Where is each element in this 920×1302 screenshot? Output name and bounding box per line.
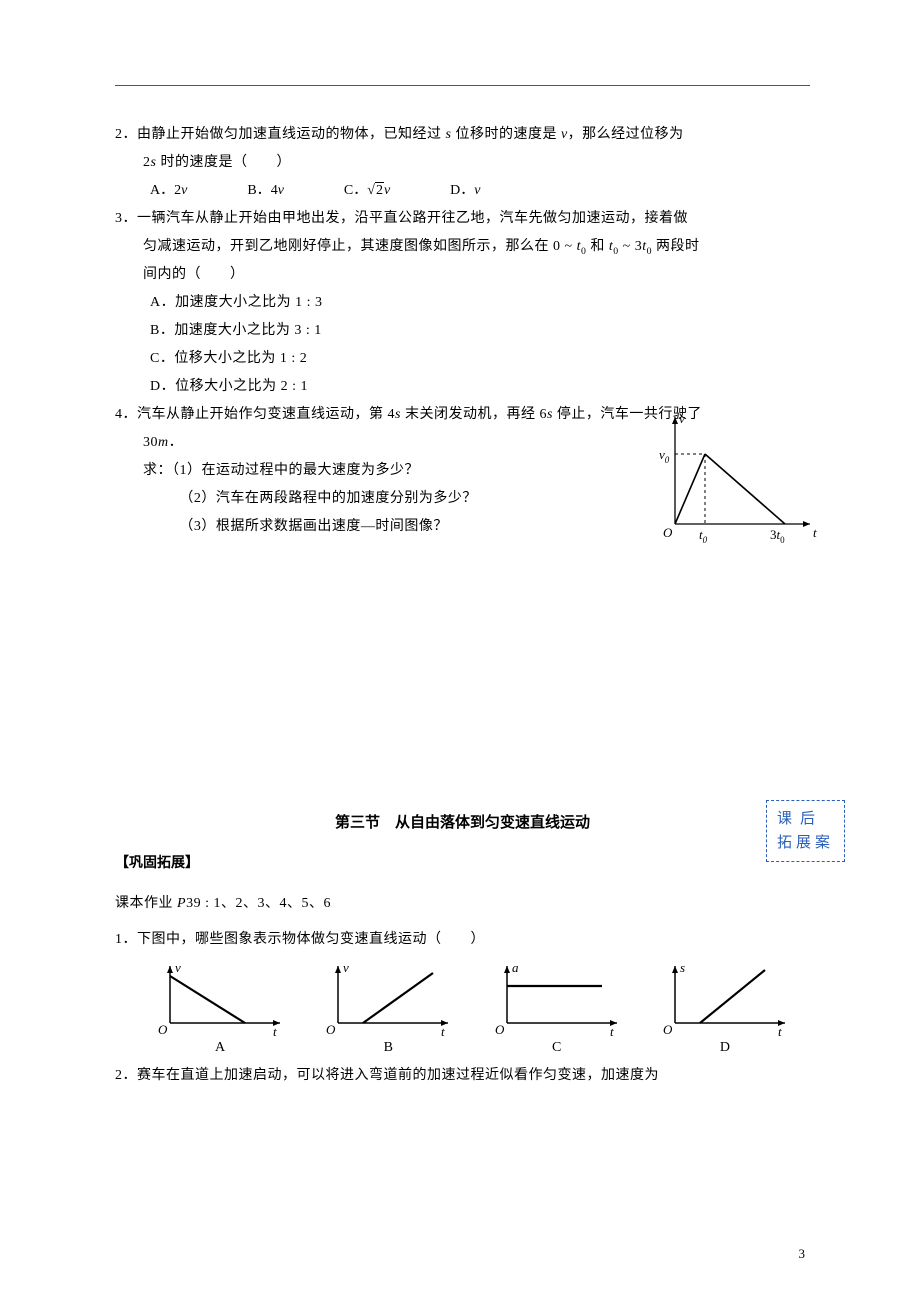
q2-c-pre: C． bbox=[344, 183, 367, 198]
mini-b-y: v bbox=[343, 960, 349, 975]
callout-line1: 课后 bbox=[777, 807, 834, 831]
homework-line: 课本作业 P39 : 1、2、3、4、5、6 bbox=[115, 890, 810, 918]
q4-30m: m bbox=[158, 435, 169, 450]
mini-c-x: t bbox=[610, 1024, 614, 1038]
q3-l2-t2: ~ bbox=[619, 239, 635, 254]
q2-options: A．2v B．4v C．√2v D．v bbox=[115, 177, 810, 205]
vt-origin: O bbox=[663, 525, 673, 540]
q3-l2-a: 匀减速运动，开到乙地刚好停止，其速度图像如图所示，那么在 bbox=[143, 239, 553, 254]
q2-b-var: v bbox=[278, 183, 284, 198]
q2-c-arg: 2 bbox=[375, 182, 384, 198]
q2-var-v: v bbox=[561, 127, 568, 142]
mini-d-o: O bbox=[663, 1022, 673, 1037]
mini-graph-row: v O t A v O t B bbox=[115, 954, 810, 1056]
vt-v0: v0 bbox=[659, 447, 670, 465]
q2-b-pre: B． bbox=[247, 183, 270, 198]
velocity-time-graph: v t O v0 t0 3t0 bbox=[655, 409, 820, 544]
p2-text: 2．赛车在直道上加速启动，可以将进入弯道前的加速过程近似看作匀变速，加速度为 bbox=[115, 1062, 810, 1090]
q2-line2: 2s 时的速度是（ ） bbox=[115, 149, 810, 177]
q3-opt-d: D．位移大小之比为 2 : 1 bbox=[115, 373, 810, 401]
mini-graph-c: a O t C bbox=[482, 958, 632, 1056]
q3-l3: 间内的（ ） bbox=[115, 261, 810, 289]
q2-opt-b: B．4v bbox=[247, 177, 284, 205]
hw-a: 课本作业 bbox=[115, 896, 177, 911]
question-3: 3．一辆汽车从静止开始由甲地出发，沿平直公路开往乙地，汽车先做匀加速运动，接着做… bbox=[115, 205, 810, 401]
q3-l2: 匀减速运动，开到乙地刚好停止，其速度图像如图所示，那么在 0 ~ t0 和 t0… bbox=[115, 233, 810, 261]
q3-opt-b: B．加速度大小之比为 3 : 1 bbox=[115, 317, 810, 345]
callout-line2: 拓展案 bbox=[777, 831, 834, 855]
mini-b-o: O bbox=[326, 1022, 336, 1037]
q3-l2-and: 和 bbox=[586, 239, 609, 254]
vt-t0: t0 bbox=[699, 527, 708, 544]
section-subhead: 【巩固拓展】 bbox=[115, 852, 810, 872]
q3-l2-z: 0 bbox=[553, 239, 561, 254]
q4-6: 6 bbox=[539, 407, 547, 422]
q2-opt-c: C．√2v bbox=[344, 177, 390, 205]
q3-l2-t: ~ bbox=[561, 239, 577, 254]
q2-opt-a: A．2v bbox=[150, 177, 187, 205]
mini-a-y: v bbox=[175, 960, 181, 975]
q2-line2-tail: 时的速度是（ ） bbox=[156, 155, 291, 170]
q2-text-c: ，那么经过位移为 bbox=[568, 127, 684, 142]
q4-30: 30 bbox=[143, 435, 158, 450]
q3-opt-a: A．加速度大小之比为 1 : 3 bbox=[115, 289, 810, 317]
mini-c-label: C bbox=[482, 1040, 632, 1056]
vt-3t0: 3t0 bbox=[770, 527, 785, 544]
hw-num: 39 : 1、2、3、4、5、6 bbox=[186, 896, 331, 911]
p1-text: 1．下图中，哪些图象表示物体做匀变速直线运动（ ） bbox=[115, 926, 810, 954]
section-title: 第三节 从自由落体到匀变速直线运动 bbox=[115, 811, 810, 832]
q2-text-a: 2．由静止开始做匀加速直线运动的物体，已知经过 bbox=[115, 127, 446, 142]
callout-box: 课后 拓展案 bbox=[766, 800, 845, 862]
hw-p: P bbox=[177, 896, 186, 911]
mini-c-o: O bbox=[495, 1022, 505, 1037]
mini-b-label: B bbox=[313, 1040, 463, 1056]
q2-a-pre: A． bbox=[150, 183, 174, 198]
mini-b-x: t bbox=[441, 1024, 445, 1038]
q2-2: 2 bbox=[143, 155, 151, 170]
q2-text-b: 位移时的速度是 bbox=[451, 127, 561, 142]
q2-line1: 2．由静止开始做匀加速直线运动的物体，已知经过 s 位移时的速度是 v，那么经过… bbox=[115, 121, 810, 149]
mini-graph-d: s O t D bbox=[650, 958, 800, 1056]
q2-b-coef: 4 bbox=[271, 183, 278, 198]
mini-a-label: A bbox=[145, 1040, 295, 1056]
mini-a-o: O bbox=[158, 1022, 168, 1037]
q3-l1: 3．一辆汽车从静止开始由甲地出发，沿平直公路开往乙地，汽车先做匀加速运动，接着做 bbox=[115, 205, 810, 233]
question-2: 2．由静止开始做匀加速直线运动的物体，已知经过 s 位移时的速度是 v，那么经过… bbox=[115, 121, 810, 205]
vt-x-label: t bbox=[813, 525, 817, 540]
page-number: 3 bbox=[799, 1246, 806, 1262]
mini-c-y: a bbox=[512, 960, 519, 975]
q4-30dot: ． bbox=[169, 435, 184, 450]
header-rule bbox=[115, 85, 810, 86]
q2-c-var: v bbox=[384, 183, 390, 198]
vt-y-label: v bbox=[679, 411, 685, 426]
question-4: 4．汽车从静止开始作匀变速直线运动，第 4s 末关闭发动机，再经 6s 停止，汽… bbox=[115, 401, 810, 541]
q2-a-var: v bbox=[181, 183, 187, 198]
mini-a-x: t bbox=[273, 1024, 277, 1038]
q4-l1-b: 末关闭发动机，再经 bbox=[401, 407, 540, 422]
q4-4: 4 bbox=[388, 407, 396, 422]
mini-d-y: s bbox=[680, 960, 685, 975]
q4-l1-a: 4．汽车从静止开始作匀变速直线运动，第 bbox=[115, 407, 388, 422]
mini-graph-b: v O t B bbox=[313, 958, 463, 1056]
q2-d-pre: D． bbox=[450, 183, 474, 198]
q3-l2-tail: 两段时 bbox=[652, 239, 700, 254]
vt-graph-svg: v t O v0 t0 3t0 bbox=[655, 409, 820, 544]
mini-d-label: D bbox=[650, 1040, 800, 1056]
mini-d-x: t bbox=[778, 1024, 782, 1038]
mini-graph-a: v O t A bbox=[145, 958, 295, 1056]
q3-opt-c: C．位移大小之比为 1 : 2 bbox=[115, 345, 810, 373]
q2-opt-d: D．v bbox=[450, 177, 480, 205]
q2-d-var: v bbox=[474, 183, 480, 198]
